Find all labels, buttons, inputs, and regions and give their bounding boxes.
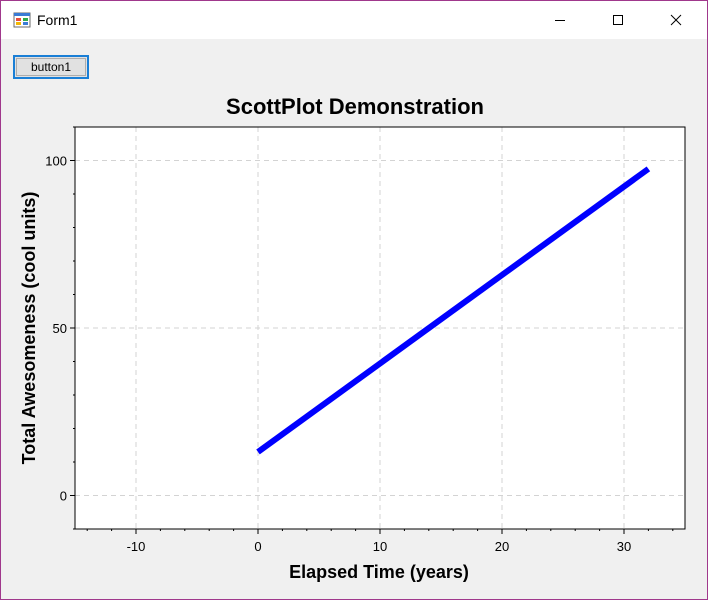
y-tick-label: 100 (45, 154, 67, 169)
x-tick-label: 30 (617, 539, 631, 554)
x-axis-label: Elapsed Time (years) (289, 562, 469, 582)
window-title: Form1 (37, 12, 78, 28)
close-button[interactable] (647, 1, 705, 39)
winforms-app-icon (13, 12, 31, 28)
series-line-0 (256, 166, 651, 455)
x-tick-label: 10 (373, 539, 387, 554)
minimize-icon (555, 20, 565, 21)
button1-label: button1 (16, 58, 86, 76)
button1[interactable]: button1 (13, 55, 89, 79)
chart-title: ScottPlot Demonstration (226, 94, 484, 119)
close-icon (670, 14, 682, 26)
x-tick-label: 20 (495, 539, 509, 554)
maximize-icon (613, 15, 623, 25)
maximize-button[interactable] (589, 1, 647, 39)
y-tick-label: 0 (60, 489, 67, 504)
title-bar[interactable]: Form1 (1, 1, 707, 39)
series-layer (256, 166, 651, 455)
y-axis-label: Total Awesomeness (cool units) (19, 192, 39, 465)
x-tick-label: -10 (127, 539, 146, 554)
axis-ticks: -10 0 10 20 30 0 50 100 (45, 126, 674, 554)
y-tick-label: 50 (53, 321, 67, 336)
x-tick-label: 0 (254, 539, 261, 554)
minimize-button[interactable] (531, 1, 589, 39)
grid-lines (75, 127, 685, 529)
